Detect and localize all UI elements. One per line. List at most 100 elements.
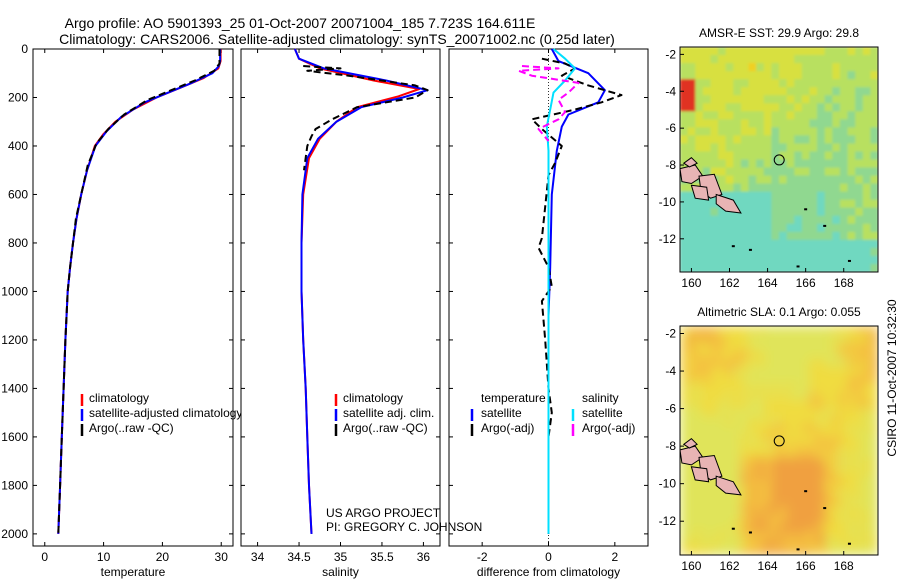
- map-cell: [817, 391, 826, 401]
- map-cell: [725, 522, 734, 531]
- map-cell: [763, 103, 772, 112]
- map-cell: [687, 143, 696, 152]
- y-tick-label: -4: [665, 84, 676, 98]
- map-cell: [786, 391, 795, 401]
- map-cell: [771, 71, 780, 80]
- map-cell: [832, 239, 841, 249]
- map-cell: [779, 448, 788, 458]
- map-cell: [817, 448, 826, 458]
- map-cell: [832, 263, 841, 272]
- map-cell: [839, 424, 849, 433]
- map-cell: [695, 481, 704, 491]
- map-cell: [725, 350, 734, 360]
- map-cell: [695, 63, 704, 72]
- map-cell: [725, 465, 734, 474]
- reef-dot: [796, 265, 800, 268]
- map-cell: [733, 47, 742, 56]
- map-cell: [839, 465, 849, 474]
- map-cell: [786, 135, 795, 144]
- map-cell: [763, 383, 772, 392]
- map-cell: [786, 489, 795, 499]
- map-cell: [809, 522, 818, 531]
- map-cell: [771, 231, 780, 241]
- map-cell: [839, 143, 849, 152]
- map-cell: [817, 71, 826, 80]
- map-cell: [756, 151, 765, 160]
- map-cell: [710, 223, 719, 233]
- map-cell: [809, 111, 818, 120]
- map-cell: [763, 546, 772, 555]
- map-cell: [862, 255, 871, 265]
- map-cell: [763, 497, 772, 507]
- map-cell: [763, 407, 772, 417]
- map-cell: [817, 87, 826, 96]
- map-cell: [839, 223, 849, 233]
- map-cell: [779, 399, 788, 409]
- map-cell: [801, 191, 810, 201]
- map-cell: [718, 530, 727, 540]
- map-cell: [763, 135, 772, 144]
- map-cell: [756, 263, 765, 272]
- map-cell: [710, 538, 719, 548]
- map-cell: [794, 223, 803, 233]
- map-cell: [680, 231, 689, 241]
- map-cell: [839, 47, 849, 56]
- map-cell: [794, 263, 803, 272]
- map-cell: [702, 432, 711, 441]
- map-cell: [725, 151, 734, 160]
- map-cell: [786, 239, 795, 249]
- x-tick-label: 36: [417, 550, 431, 564]
- map-cell: [786, 47, 795, 56]
- map-cell: [817, 538, 826, 548]
- map-cell: [702, 167, 711, 177]
- x-axis-label: difference from climatology: [477, 565, 620, 579]
- map-cell: [710, 326, 719, 335]
- map-cell: [718, 151, 727, 160]
- map-cell: [817, 119, 826, 128]
- map-cell: [817, 55, 826, 64]
- map-field-cells: [680, 326, 878, 555]
- map-cell: [794, 440, 803, 450]
- map-cell: [832, 465, 841, 474]
- map-cell: [794, 407, 803, 417]
- map-cell: [801, 505, 810, 515]
- map-cell: [839, 63, 849, 72]
- map-cell: [801, 263, 810, 272]
- map-cell: [786, 175, 795, 185]
- map-cell: [756, 47, 765, 56]
- map-cell: [786, 358, 795, 368]
- map-cell: [725, 191, 734, 201]
- map-cell: [839, 342, 849, 352]
- map-cell: [862, 366, 871, 376]
- map-cell: [855, 350, 864, 360]
- map-cell: [832, 415, 841, 425]
- map-cell: [680, 183, 689, 193]
- y-tick-label: -6: [665, 402, 676, 416]
- map-cell: [824, 55, 833, 64]
- map-cell: [847, 135, 856, 144]
- map-cell: [733, 342, 742, 352]
- map-cell: [847, 465, 856, 474]
- map-cell: [870, 448, 878, 458]
- map-cell: [824, 103, 833, 112]
- map-cell: [702, 366, 711, 376]
- series-difference-2: [545, 48, 576, 534]
- map-cell: [832, 47, 841, 56]
- map-cell: [687, 119, 696, 128]
- map-cell: [862, 456, 871, 466]
- map-cell: [817, 432, 826, 441]
- map-cell: [718, 514, 727, 523]
- map-cell: [733, 143, 742, 152]
- y-tick-label: -2: [665, 327, 676, 341]
- map-cell: [680, 223, 689, 233]
- map-cell: [710, 95, 719, 104]
- map-cell: [779, 473, 788, 482]
- map-cell: [824, 87, 833, 96]
- map-cell: [687, 63, 696, 72]
- map-cell: [824, 407, 833, 417]
- map-cell: [725, 119, 734, 128]
- map-cell: [779, 489, 788, 499]
- map-cell: [801, 481, 810, 491]
- map-cell: [786, 546, 795, 555]
- map-cell: [855, 239, 864, 249]
